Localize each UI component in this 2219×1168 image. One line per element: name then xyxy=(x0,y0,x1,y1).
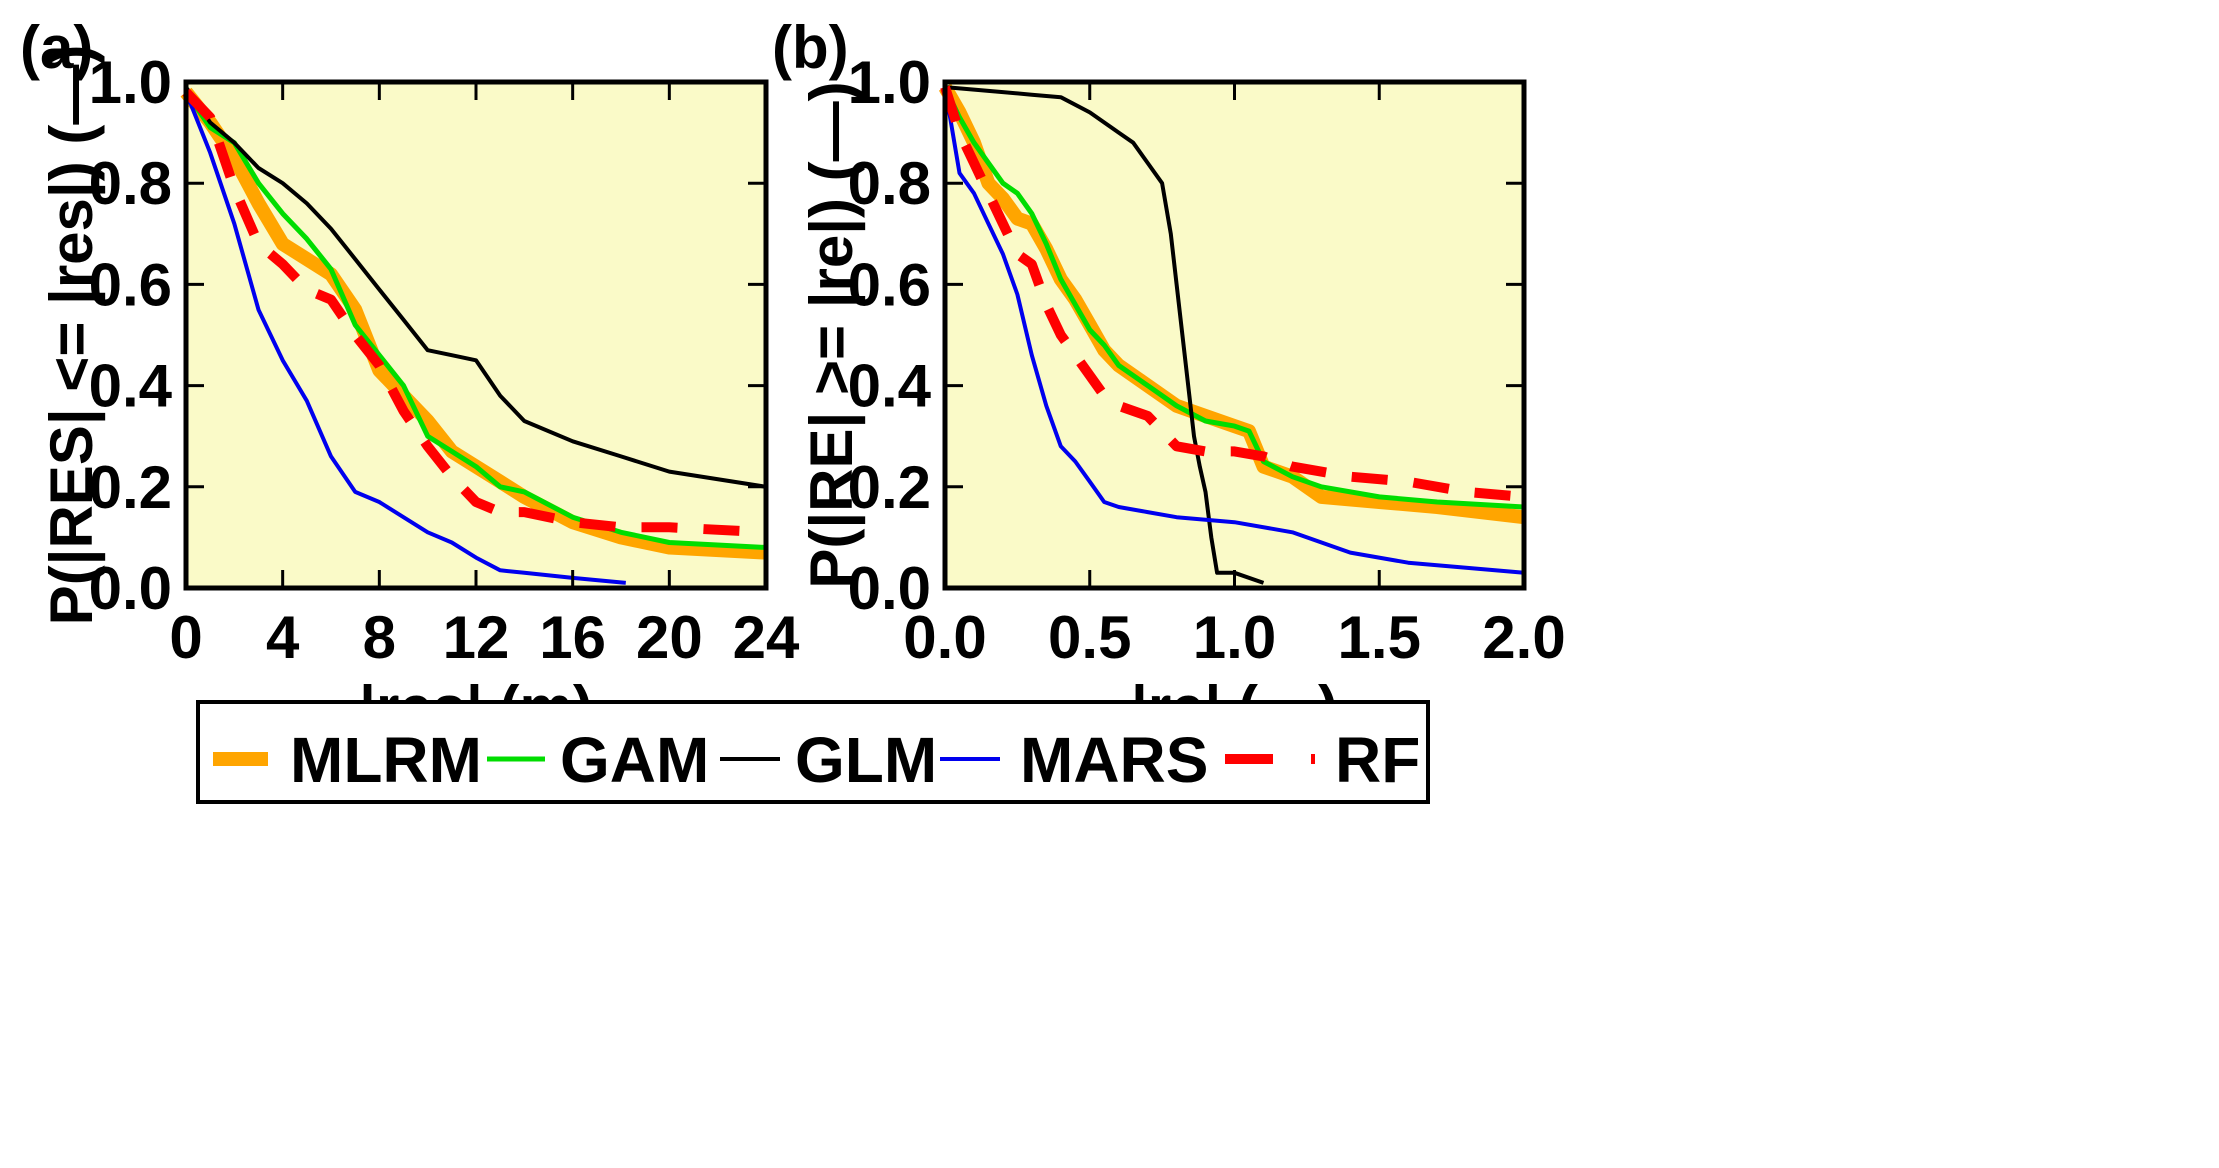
x-tick-label: 0 xyxy=(169,604,202,671)
series-line-mars xyxy=(186,92,626,583)
legend: MLRM GAM GLM MARS RF xyxy=(196,700,1430,804)
x-tick-label: 24 xyxy=(733,604,800,671)
y-axis-label: P(|RE| >= |re|) (—) xyxy=(798,81,866,588)
y-axis-label: P(|RES| <= |res|) (—) xyxy=(38,45,106,626)
x-tick-label: 0.5 xyxy=(1048,604,1131,671)
y-tick-label: 0.0 xyxy=(848,555,931,622)
legend-box xyxy=(196,700,1430,804)
y-tick-label: 0.8 xyxy=(848,150,931,217)
x-tick-label: 8 xyxy=(363,604,396,671)
series-line-glm xyxy=(945,87,1264,583)
panel-b: 0.00.51.01.52.00.00.20.40.60.81.0|re| (—… xyxy=(772,14,1566,742)
y-tick-label: 0.2 xyxy=(89,454,172,521)
series-line-mars xyxy=(945,87,1524,573)
series-line-mlrm xyxy=(186,92,766,552)
legend-label-mlrm: MLRM xyxy=(290,724,482,796)
plot-area xyxy=(186,82,766,588)
y-tick-label: 0.0 xyxy=(89,555,172,622)
series-line-glm xyxy=(186,87,766,487)
x-tick-label: 0.0 xyxy=(903,604,986,671)
x-tick-label: 16 xyxy=(539,604,606,671)
y-tick-label: 0.2 xyxy=(848,454,931,521)
panel-label: (a) xyxy=(20,14,93,81)
y-tick-label: 0.8 xyxy=(89,150,172,217)
panel-label: (b) xyxy=(772,14,849,81)
series-line-rf xyxy=(945,87,1524,497)
legend-label-rf: RF xyxy=(1335,724,1420,796)
x-tick-label: 1.5 xyxy=(1338,604,1421,671)
series-line-gam xyxy=(186,92,766,547)
legend-label-mars: MARS xyxy=(1020,724,1208,796)
legend-label-glm: GLM xyxy=(795,724,937,796)
y-tick-label: 1.0 xyxy=(89,49,172,116)
y-tick-label: 0.6 xyxy=(848,251,931,318)
series-line-gam xyxy=(945,87,1524,507)
x-tick-label: 4 xyxy=(266,604,300,671)
x-tick-label: 20 xyxy=(636,604,703,671)
y-tick-label: 0.4 xyxy=(89,353,173,420)
x-tick-label: 12 xyxy=(443,604,510,671)
y-tick-label: 1.0 xyxy=(848,49,931,116)
legend-label-gam: GAM xyxy=(560,724,709,796)
x-tick-label: 2.0 xyxy=(1482,604,1565,671)
y-tick-label: 0.6 xyxy=(89,251,172,318)
x-tick-label: 1.0 xyxy=(1193,604,1276,671)
series-line-rf xyxy=(186,92,766,532)
y-tick-label: 0.4 xyxy=(848,353,932,420)
